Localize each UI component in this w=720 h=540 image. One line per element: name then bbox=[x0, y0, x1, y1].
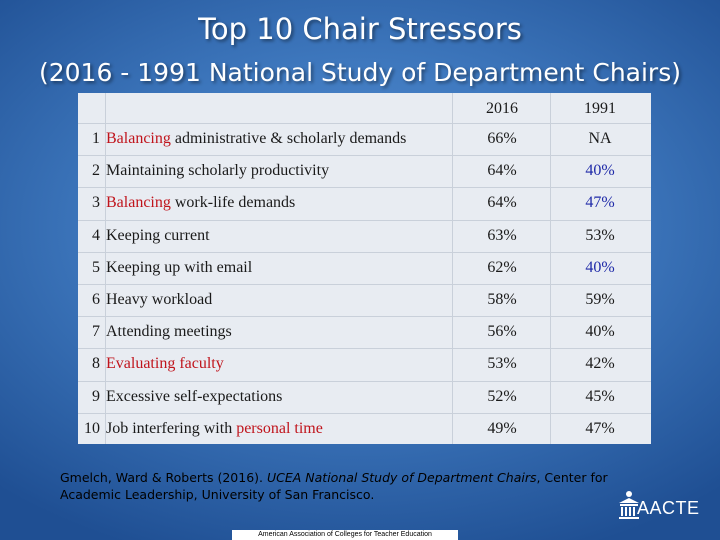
header-2016: 2016 bbox=[486, 100, 518, 117]
citation-publisher: , Center for Academic Leadership, Univer… bbox=[60, 470, 608, 502]
stressor-label: Keeping up with email bbox=[106, 258, 252, 278]
row-divider bbox=[78, 348, 651, 350]
stressor-text: Excessive self-expectations bbox=[106, 387, 283, 405]
row-divider bbox=[78, 123, 651, 124]
slide-title: Top 10 Chair Stressors bbox=[198, 12, 522, 46]
value-2016: 63% bbox=[487, 226, 517, 244]
stressor-label: Excessive self-expectations bbox=[106, 387, 282, 407]
stressor-text: Heavy workload bbox=[106, 291, 213, 308]
citation-authors: Gmelch, Ward & Roberts (2016). bbox=[60, 470, 267, 485]
stressor-label: Balancing work-life demands bbox=[106, 193, 295, 213]
stressor-text: work-life demands bbox=[170, 194, 296, 212]
logo-text: AACTE bbox=[637, 498, 700, 518]
value-1991: 53% bbox=[585, 226, 615, 244]
value-1991: 45% bbox=[585, 387, 615, 405]
stressor-highlight: Balancing bbox=[106, 194, 171, 212]
stressor-highlight: Balancing bbox=[106, 130, 171, 147]
value-1991: 42% bbox=[585, 355, 615, 373]
value-1991: 40% bbox=[585, 258, 615, 276]
rank-number: 2 bbox=[92, 162, 100, 180]
value-2016: 49% bbox=[487, 419, 517, 437]
value-2016: 53% bbox=[487, 355, 517, 373]
row-divider bbox=[78, 284, 651, 285]
stressor-label: Attending meetings bbox=[106, 322, 232, 342]
stressor-label: Heavy workload bbox=[106, 290, 212, 310]
value-1991: 47% bbox=[585, 419, 615, 437]
table-divider bbox=[105, 93, 106, 444]
stressor-highlight: Evaluating faculty bbox=[106, 355, 224, 373]
header-1991: 1991 bbox=[584, 100, 616, 117]
rank-number: 5 bbox=[92, 258, 100, 276]
rank-number: 3 bbox=[92, 194, 100, 212]
row-divider bbox=[78, 380, 651, 382]
stressor-label: Keeping current bbox=[106, 226, 210, 246]
rank-number: 7 bbox=[92, 323, 100, 341]
stressor-label: Maintaining scholarly productivity bbox=[106, 161, 329, 181]
stressor-highlight: personal time bbox=[236, 419, 323, 437]
value-2016: 52% bbox=[487, 387, 517, 405]
value-1991: 47% bbox=[585, 194, 615, 212]
rank-number: 6 bbox=[92, 291, 100, 308]
aacte-logo: AACTE bbox=[618, 490, 708, 522]
row-divider bbox=[78, 155, 651, 157]
citation: Gmelch, Ward & Roberts (2016). UCEA Nati… bbox=[60, 469, 650, 503]
value-1991: 40% bbox=[585, 162, 615, 180]
row-divider bbox=[78, 187, 651, 189]
footer-organization: American Association of Colleges for Tea… bbox=[232, 530, 458, 540]
stressor-text: Maintaining scholarly productivity bbox=[106, 162, 330, 180]
rank-number: 8 bbox=[92, 355, 100, 373]
stressor-text: Keeping current bbox=[106, 226, 210, 244]
citation-work: UCEA National Study of Department Chairs bbox=[266, 470, 537, 485]
slide-subtitle: (2016 - 1991 National Study of Departmen… bbox=[38, 58, 681, 87]
value-1991: 59% bbox=[585, 291, 615, 308]
building-icon bbox=[619, 491, 639, 519]
row-divider bbox=[78, 316, 651, 318]
stressor-label: Job interfering with personal time bbox=[106, 419, 323, 439]
row-divider bbox=[78, 412, 651, 414]
rank-number: 9 bbox=[92, 387, 100, 405]
value-2016: 62% bbox=[487, 258, 517, 276]
value-2016: 64% bbox=[487, 194, 517, 212]
value-1991: 40% bbox=[585, 323, 615, 341]
stressor-text: Attending meetings bbox=[106, 323, 232, 341]
rank-number: 1 bbox=[92, 130, 100, 147]
value-2016: 64% bbox=[487, 162, 517, 180]
stressor-label: Evaluating faculty bbox=[106, 354, 224, 374]
value-2016: 66% bbox=[487, 130, 517, 147]
stressor-text: administrative & scholarly demands bbox=[170, 130, 407, 147]
stressor-prefix: Job interfering with bbox=[106, 419, 237, 437]
row-divider bbox=[78, 251, 651, 253]
rank-number: 10 bbox=[84, 419, 100, 437]
table-divider bbox=[550, 93, 551, 444]
row-divider bbox=[78, 219, 651, 221]
value-2016: 58% bbox=[487, 291, 517, 308]
value-2016: 56% bbox=[487, 323, 517, 341]
stressors-table: 2016 1991 1 Balancing administrative & sc… bbox=[78, 93, 651, 444]
table-divider bbox=[452, 93, 453, 444]
stressor-label: Balancing administrative & scholarly dem… bbox=[106, 129, 406, 149]
stressor-text: Keeping up with email bbox=[106, 258, 253, 276]
rank-number: 4 bbox=[92, 226, 100, 244]
value-1991: NA bbox=[588, 130, 612, 147]
